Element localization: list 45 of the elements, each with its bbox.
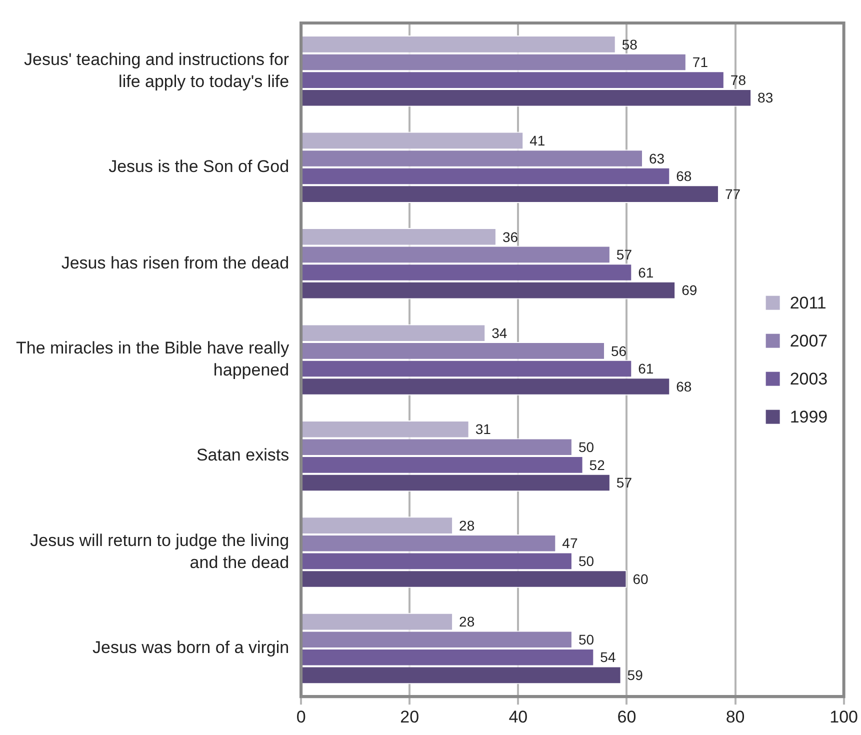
data-label: 50 xyxy=(578,631,594,648)
y-tick-label: Jesus has risen from the dead xyxy=(61,253,290,272)
y-tick-label: Jesus is the Son of God xyxy=(108,157,290,176)
data-label: 60 xyxy=(632,570,649,587)
data-label: 78 xyxy=(730,72,746,88)
data-label: 50 xyxy=(578,439,594,456)
x-tick-label: 20 xyxy=(400,707,420,726)
data-label: 69 xyxy=(682,282,698,298)
y-tick-label: Satan exists xyxy=(196,446,290,465)
x-tick-label: 0 xyxy=(296,707,306,726)
data-label: 28 xyxy=(459,517,475,534)
data-label: 83 xyxy=(758,90,774,106)
y-tick-label: Jesus was born of a virgin xyxy=(92,638,290,658)
legend-label: 2003 xyxy=(790,370,828,389)
data-label: 28 xyxy=(459,614,475,630)
data-label: 68 xyxy=(676,378,692,394)
data-label: 57 xyxy=(616,474,632,491)
x-tick-label: 60 xyxy=(617,707,636,726)
data-label: 56 xyxy=(611,342,627,359)
data-label: 54 xyxy=(600,649,616,666)
x-tick-label: 80 xyxy=(726,707,745,726)
data-label: 57 xyxy=(616,246,632,263)
data-label: 61 xyxy=(638,264,654,280)
data-label: 47 xyxy=(562,535,578,552)
data-label: 52 xyxy=(589,456,606,473)
data-label: 41 xyxy=(530,132,546,149)
y-tick-label: The miracles in the Bible have really happened xyxy=(16,338,290,380)
data-label: 61 xyxy=(638,360,654,377)
legend-label: 2007 xyxy=(790,332,828,351)
data-label: 31 xyxy=(475,421,492,438)
y-tick-label: Jesus will return to judge the living and the dead xyxy=(30,530,290,572)
data-label: 34 xyxy=(492,324,508,341)
legend-label: 1999 xyxy=(790,408,828,427)
legend-label: 2011 xyxy=(790,294,826,313)
data-label: 68 xyxy=(676,168,692,184)
x-tick-label: 40 xyxy=(508,707,528,726)
data-label: 71 xyxy=(692,54,708,70)
data-label: 59 xyxy=(627,667,644,684)
data-label: 50 xyxy=(578,553,594,570)
data-label: 63 xyxy=(649,150,665,166)
data-label: 58 xyxy=(622,36,638,52)
y-tick-label: Jesus' teaching and instructions for life apply to today's life xyxy=(24,50,290,91)
data-label: 77 xyxy=(724,186,741,202)
data-label: 36 xyxy=(502,228,518,245)
x-tick-label: 100 xyxy=(830,707,858,726)
